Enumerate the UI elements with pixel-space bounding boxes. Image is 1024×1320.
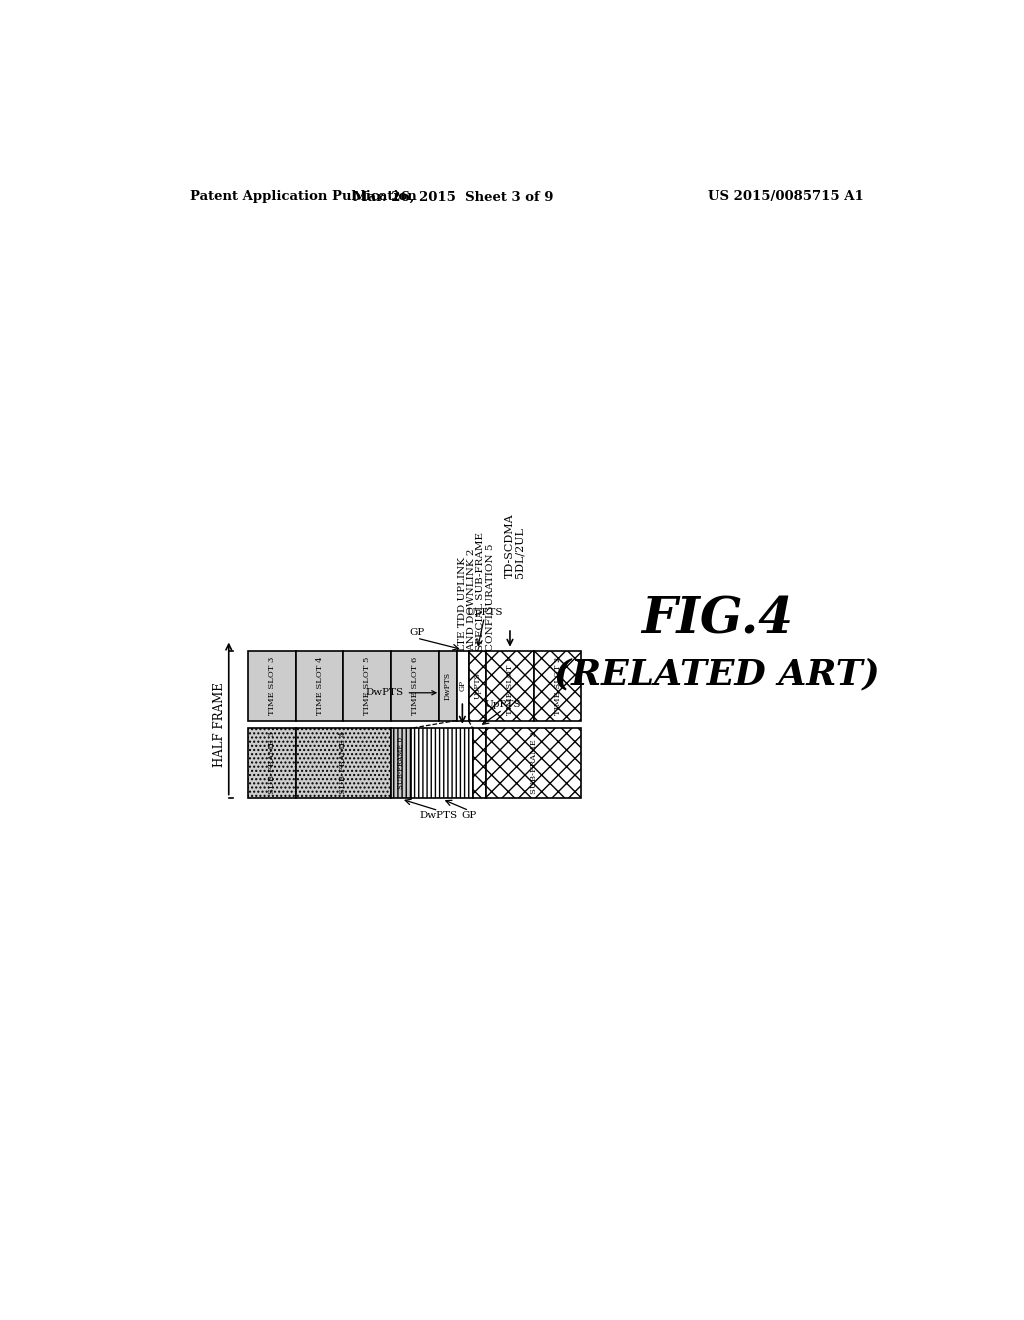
Text: CONFIGURATION 5: CONFIGURATION 5 — [485, 544, 495, 651]
Text: GP: GP — [410, 628, 425, 638]
Text: SUB-FRAME 2: SUB-FRAME 2 — [529, 731, 538, 795]
Bar — [438, 651, 457, 721]
Text: (RELATED ART): (RELATED ART) — [554, 657, 880, 692]
Text: HALF FRAME: HALF FRAME — [213, 682, 226, 767]
Text: Patent Application Publication: Patent Application Publication — [190, 190, 417, 203]
Bar — [472, 729, 486, 797]
Text: SUB-FRAME 3: SUB-FRAME 3 — [268, 731, 275, 795]
Text: FIG.4: FIG.4 — [641, 595, 793, 645]
Text: TIME SLOT 3: TIME SLOT 3 — [268, 656, 275, 715]
Text: TD-SCDMA: TD-SCDMA — [505, 513, 515, 578]
Bar — [296, 651, 343, 721]
Text: TIME SLOT 1: TIME SLOT 1 — [506, 656, 514, 715]
Bar — [296, 729, 391, 797]
Text: UpPTS: UpPTS — [466, 607, 503, 616]
Text: DwPTS: DwPTS — [443, 672, 452, 700]
Bar — [343, 651, 391, 721]
Bar — [248, 729, 296, 797]
Text: SPECIAL SUB-FRAME: SPECIAL SUB-FRAME — [476, 532, 485, 651]
Bar — [391, 729, 412, 797]
Text: TIME SLOT 6: TIME SLOT 6 — [411, 657, 419, 715]
Text: TIME SLOT 5: TIME SLOT 5 — [364, 656, 371, 715]
Text: US 2015/0085715 A1: US 2015/0085715 A1 — [709, 190, 864, 203]
Bar — [457, 651, 469, 721]
Text: DwPTS: DwPTS — [420, 812, 458, 820]
Text: TIME SLOT 2: TIME SLOT 2 — [554, 657, 561, 715]
Text: SUB-FRAME 0: SUB-FRAME 0 — [397, 737, 406, 789]
Text: 5DL/2UL: 5DL/2UL — [514, 527, 524, 578]
Text: TIME SLOT 4: TIME SLOT 4 — [315, 656, 324, 715]
Text: Mar. 26, 2015  Sheet 3 of 9: Mar. 26, 2015 Sheet 3 of 9 — [353, 190, 554, 203]
Text: LTE TDD UPLINK: LTE TDD UPLINK — [458, 557, 467, 651]
Bar — [469, 651, 486, 721]
Text: SUB-FRAME 4: SUB-FRAME 4 — [339, 731, 347, 795]
Text: GP: GP — [459, 680, 467, 692]
Text: DwPTS: DwPTS — [366, 688, 436, 697]
Bar — [534, 651, 582, 721]
Text: UpPTS: UpPTS — [473, 672, 481, 700]
Text: UpPTS: UpPTS — [484, 700, 521, 709]
Text: AND DOWNLINK 2: AND DOWNLINK 2 — [467, 549, 476, 651]
Text: GP: GP — [462, 812, 477, 820]
Bar — [486, 651, 534, 721]
Bar — [412, 729, 472, 797]
Bar — [248, 651, 296, 721]
Bar — [391, 651, 438, 721]
Bar — [486, 729, 582, 797]
